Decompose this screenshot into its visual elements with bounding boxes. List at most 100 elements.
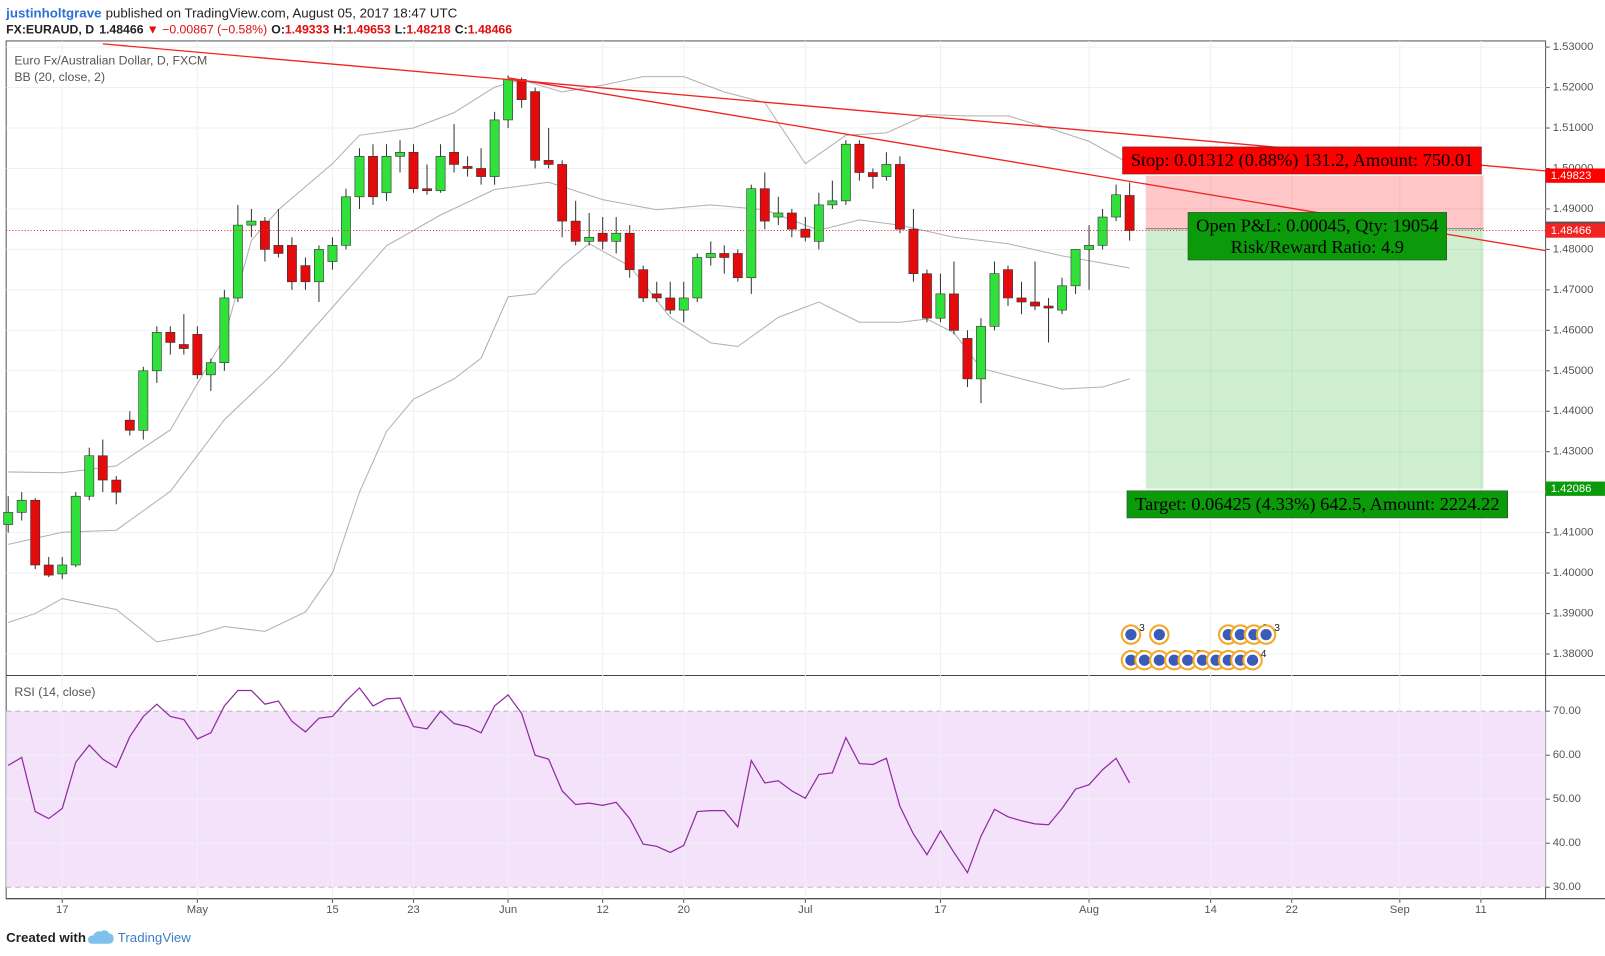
x-tick-label: 11 — [1475, 904, 1487, 916]
x-tick-label: Aug — [1079, 904, 1099, 916]
candle-body — [327, 245, 338, 262]
candle-body — [84, 455, 95, 497]
y-tick-label: 1.41000 — [1553, 527, 1594, 539]
y-tick-label: 1.47000 — [1553, 284, 1594, 296]
stop-tag — [1545, 168, 1605, 183]
candle-body — [232, 224, 243, 299]
stop-label-box-text: Stop: 0.01312 (0.88%) 131.2, Amount: 750… — [1131, 150, 1474, 171]
candle-body — [989, 273, 1000, 327]
candle-body — [895, 164, 905, 230]
candle-body — [462, 166, 473, 169]
event-flag — [1168, 654, 1180, 666]
logo — [88, 930, 114, 944]
y-tick-label: 1.43000 — [1553, 446, 1594, 458]
ohlc-label: L: — [395, 23, 407, 37]
y-tick-label: 1.38000 — [1553, 648, 1594, 660]
ohlc-value: 1.48218 — [406, 23, 451, 37]
candle-body — [800, 228, 811, 238]
bollinger-upper — [8, 76, 1130, 474]
candle-body — [827, 200, 838, 206]
published: published on TradingView.com, August 05,… — [106, 5, 458, 20]
candle-body — [1070, 249, 1081, 287]
rsi-line — [7, 686, 1131, 875]
y-tick-label: 30.00 — [1553, 881, 1581, 893]
x-tick-label: 17 — [56, 904, 69, 916]
candle-body — [395, 151, 405, 157]
candle-body — [219, 297, 230, 364]
event-flag — [1153, 628, 1165, 641]
candle-body — [651, 293, 662, 299]
y-tick-label: 1.44000 — [1553, 405, 1594, 417]
candle-body — [516, 79, 527, 100]
candle-body — [854, 143, 865, 173]
y-tick-label: 1.48000 — [1553, 243, 1594, 255]
candle-body — [1084, 245, 1094, 250]
author: justinholtgrave — [5, 5, 101, 20]
x-tick-label: Jul — [798, 904, 812, 916]
x-tick-label: Sep — [1390, 904, 1410, 916]
x-tick-label: 15 — [326, 904, 339, 916]
candle-body — [124, 419, 135, 431]
candle-body — [611, 232, 622, 242]
y-tick-label: 1.39000 — [1553, 608, 1594, 620]
candle-body — [381, 156, 392, 194]
candle-body — [178, 344, 189, 349]
y-tick-label: 1.49000 — [1553, 203, 1594, 215]
candle-body — [1016, 297, 1027, 303]
candle-body — [530, 91, 541, 161]
x-tick-label: 20 — [677, 904, 690, 916]
y-tick-label: 1.40000 — [1553, 567, 1594, 579]
candle-body — [111, 479, 122, 493]
x-tick-label: Jun — [499, 904, 517, 916]
target-tag — [1545, 481, 1605, 496]
y-tick-label: 1.51000 — [1553, 122, 1594, 134]
candle-body — [922, 273, 932, 319]
target-zone — [1145, 228, 1484, 489]
last-price-tag — [1545, 223, 1605, 238]
candle-body — [705, 253, 716, 258]
event-flag — [1182, 654, 1194, 666]
candle-body — [273, 245, 284, 254]
event-flag — [1260, 628, 1272, 641]
stop-tag-label: 1.49823 — [1551, 170, 1592, 182]
pnl-label-box-text: Risk/Reward Ratio: 4.9 — [1231, 237, 1404, 257]
candle-body — [70, 495, 81, 566]
y-tick-label: 50.00 — [1553, 793, 1581, 805]
y-tick-label: 40.00 — [1553, 837, 1581, 849]
candle-body — [597, 232, 608, 242]
x-tick-label: 14 — [1204, 904, 1217, 916]
candle-body — [354, 156, 365, 198]
y-tick-label: 60.00 — [1553, 749, 1581, 761]
x-tick-label: 12 — [596, 904, 609, 916]
candle-body — [449, 151, 459, 165]
candle-body — [786, 212, 797, 230]
candle-body — [908, 228, 919, 274]
event-flag — [1196, 654, 1209, 666]
bollinger-lower — [8, 243, 1130, 643]
target-label-box — [1126, 490, 1509, 519]
candle-body — [624, 232, 635, 270]
ohlc-label: H: — [333, 23, 346, 37]
ohlc-label: O: — [271, 23, 285, 37]
candle-body — [408, 151, 419, 190]
candle-body — [719, 253, 730, 258]
candle-body — [489, 119, 500, 177]
candle-body — [557, 164, 568, 222]
candle-body — [638, 269, 649, 299]
y-tick-label: 1.53000 — [1553, 41, 1594, 53]
candle-body — [759, 188, 770, 222]
candle-body — [1030, 301, 1040, 307]
last-price-tag-label: 1.48466 — [1551, 225, 1592, 237]
candle-body — [543, 160, 554, 165]
candle-body — [678, 297, 689, 311]
candle-body — [976, 325, 986, 380]
candle-body — [43, 564, 54, 576]
candle-body — [746, 188, 757, 279]
candle-body — [1111, 194, 1122, 218]
candle-body — [57, 564, 68, 575]
event-count: 3 — [1139, 623, 1145, 634]
event-count: 3 — [1274, 623, 1280, 634]
ohlc-value: 1.48466 — [468, 23, 513, 37]
x-tick-label: 22 — [1285, 904, 1298, 916]
